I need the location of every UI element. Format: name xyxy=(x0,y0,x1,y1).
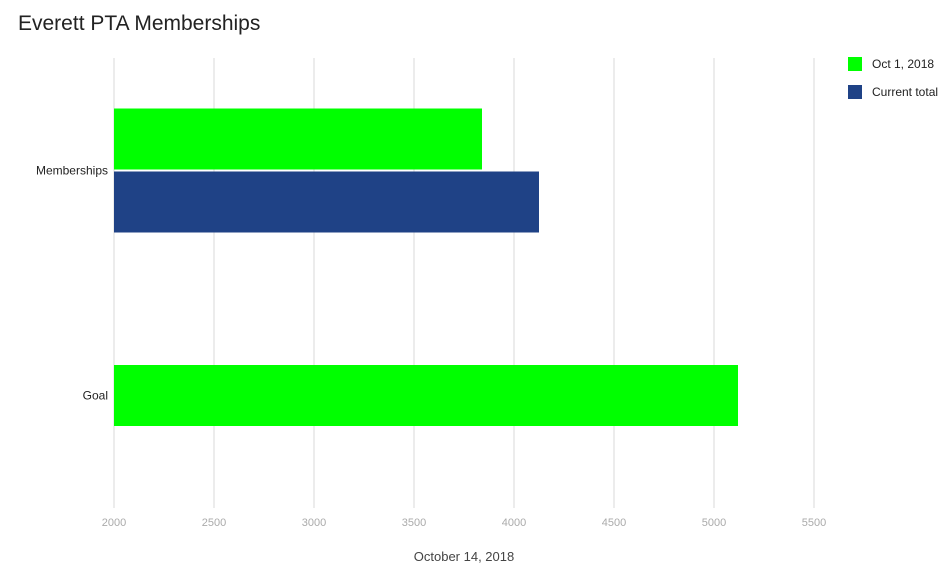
legend-swatch-oct-1 xyxy=(848,57,862,71)
legend-label-current-total: Current total xyxy=(872,85,939,99)
x-tick-label: 4000 xyxy=(502,517,526,529)
chart-title: Everett PTA Memberships xyxy=(18,12,261,35)
legend-swatch-current-total xyxy=(848,85,862,99)
bar-goal-series-0 xyxy=(114,365,738,426)
x-axis-title: October 14, 2018 xyxy=(413,549,515,564)
x-tick-label: 3500 xyxy=(402,517,426,529)
x-tick-label: 5000 xyxy=(702,517,726,529)
bar-memberships-series-0 xyxy=(114,108,482,170)
x-tick-label: 4500 xyxy=(602,517,626,529)
x-tick-label: 5500 xyxy=(802,517,826,529)
y-category-label: Memberships xyxy=(36,164,108,178)
x-tick-label: 2000 xyxy=(102,517,126,529)
legend-item-current-total: Current total xyxy=(848,84,938,100)
legend-label-oct-1: Oct 1, 2018 xyxy=(872,57,935,71)
bar-memberships-series-1 xyxy=(114,171,539,233)
x-tick-label: 3000 xyxy=(302,517,326,529)
x-tick-label: 2500 xyxy=(202,517,226,529)
y-category-label: Goal xyxy=(83,389,108,403)
legend: Oct 1, 2018 Current total xyxy=(848,56,938,112)
legend-item-oct-1: Oct 1, 2018 xyxy=(848,56,938,72)
